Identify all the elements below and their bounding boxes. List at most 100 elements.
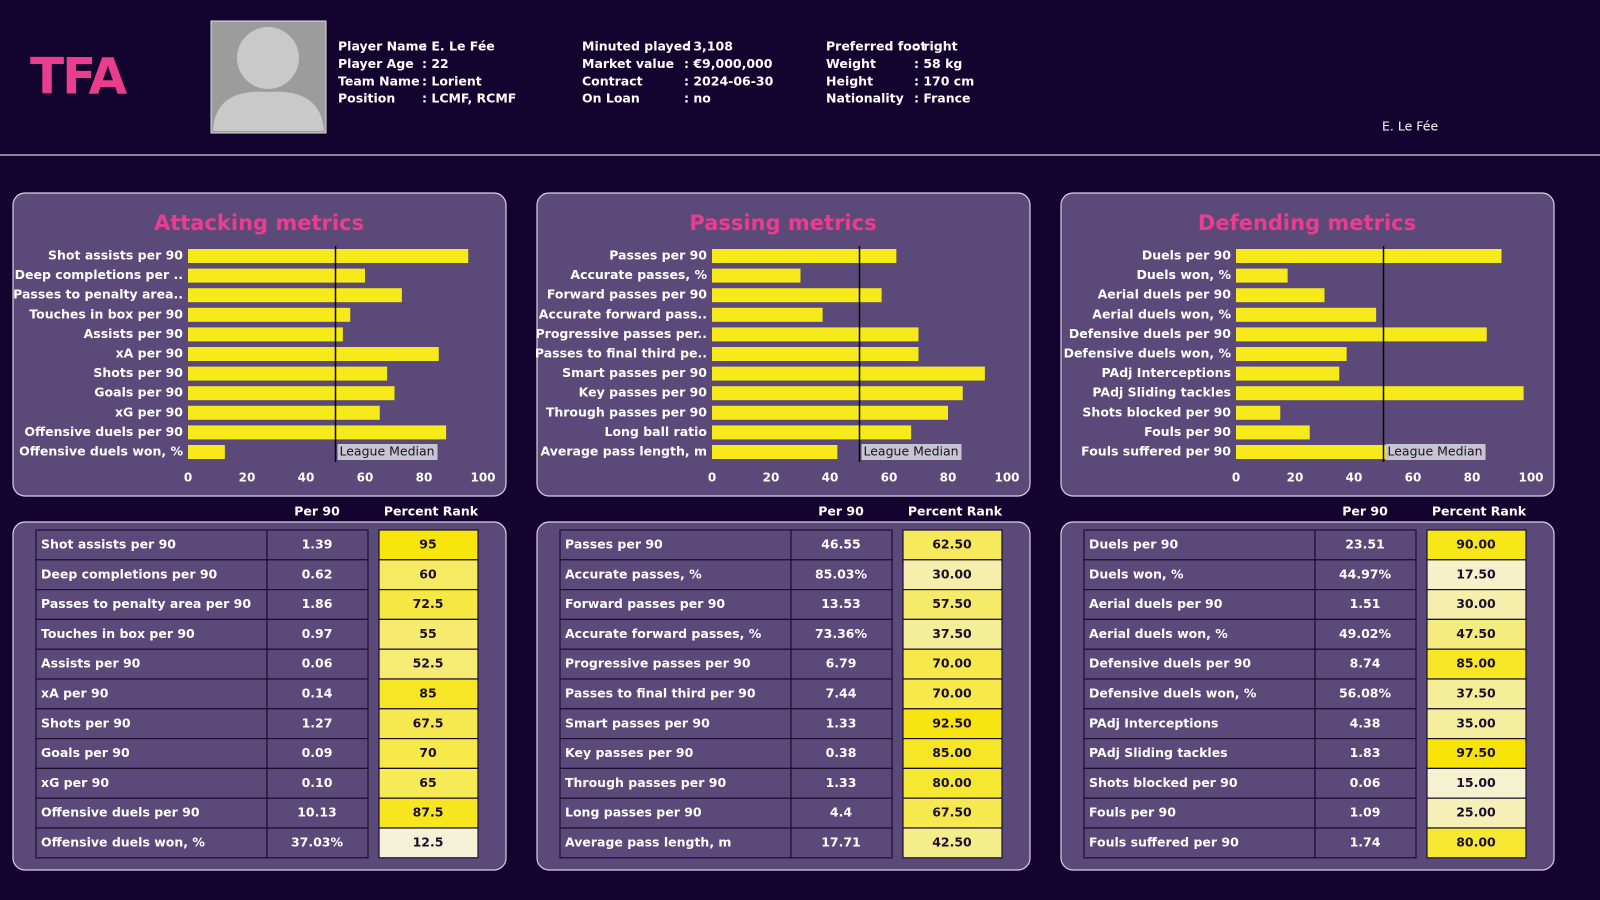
info-value: : LCMF, RCMF xyxy=(422,91,516,106)
category-label: Shots per 90 xyxy=(93,365,183,380)
rank-cell xyxy=(378,827,479,859)
x-tick-label: 80 xyxy=(1464,471,1481,485)
metric-name: Passes per 90 xyxy=(565,537,663,552)
category-label: Goals per 90 xyxy=(94,385,183,400)
bar xyxy=(712,405,948,420)
rank-value: 85.00 xyxy=(932,745,972,760)
per90-value: 23.51 xyxy=(1345,537,1385,552)
info-label: Height xyxy=(826,73,873,88)
category-label: Accurate forward pass.. xyxy=(539,306,707,321)
rank-value: 97.50 xyxy=(1456,745,1496,760)
rank-cell xyxy=(902,708,1003,740)
bar xyxy=(1236,249,1502,263)
info-value: : Lorient xyxy=(422,73,482,88)
bar xyxy=(188,386,395,401)
x-tick-label: 40 xyxy=(822,471,839,485)
rank-value: 57.50 xyxy=(932,596,972,611)
per90-value: 0.09 xyxy=(302,745,333,760)
metric-name: Shots per 90 xyxy=(41,715,131,730)
bar xyxy=(1236,327,1487,342)
info-value: : 58 kg xyxy=(914,56,962,71)
rank-cell xyxy=(1426,827,1527,859)
metric-name: Aerial duels per 90 xyxy=(1089,596,1223,611)
per90-value: 0.06 xyxy=(302,656,333,671)
median-label-bg xyxy=(1385,444,1486,460)
per90-cell xyxy=(266,588,369,620)
per90-value: 13.53 xyxy=(821,596,861,611)
bar xyxy=(188,307,351,322)
name-cell xyxy=(1083,797,1316,829)
column-header: Percent Rank xyxy=(384,504,479,519)
bar xyxy=(712,425,912,440)
name-cell xyxy=(1083,618,1316,650)
metric-name: Assists per 90 xyxy=(41,656,141,671)
bar xyxy=(712,249,897,263)
chart-title: Attacking metrics xyxy=(154,211,364,235)
x-tick-label: 0 xyxy=(184,471,192,485)
per90-value: 49.02% xyxy=(1339,626,1392,641)
rank-value: 62.50 xyxy=(932,537,972,552)
bar xyxy=(712,386,963,401)
per90-cell xyxy=(790,678,893,710)
category-label: PAdj Interceptions xyxy=(1102,365,1231,380)
chart-panel xyxy=(12,192,507,497)
per90-cell xyxy=(790,737,893,769)
info-label: Weight xyxy=(826,56,876,71)
name-cell xyxy=(35,678,268,710)
category-label: Fouls per 90 xyxy=(1144,424,1231,439)
info-label: Contract xyxy=(582,73,643,88)
category-label: Shots blocked per 90 xyxy=(1082,404,1231,419)
per90-cell xyxy=(266,648,369,680)
metric-name: Aerial duels won, % xyxy=(1089,626,1228,641)
category-label: Touches in box per 90 xyxy=(29,306,183,321)
info-value: : €9,000,000 xyxy=(684,56,773,71)
info-value: : E. Le Fée xyxy=(422,39,495,54)
per90-cell xyxy=(1314,797,1417,829)
per90-value: 44.97% xyxy=(1339,566,1392,581)
category-label: Duels won, % xyxy=(1137,267,1232,282)
x-tick-label: 60 xyxy=(881,471,898,485)
x-tick-label: 60 xyxy=(357,471,374,485)
name-cell xyxy=(35,797,268,829)
per90-cell xyxy=(790,797,893,829)
chart-title: Defending metrics xyxy=(1198,211,1416,235)
rank-cell xyxy=(1426,708,1527,740)
name-cell xyxy=(559,618,792,650)
chart-panel xyxy=(536,192,1031,497)
per90-value: 1.33 xyxy=(826,775,857,790)
rank-cell xyxy=(902,618,1003,650)
metric-name: Offensive duels per 90 xyxy=(41,805,200,820)
per90-cell xyxy=(266,797,369,829)
x-tick-label: 40 xyxy=(1346,471,1363,485)
info-label: Nationality xyxy=(826,91,904,106)
rank-value: 55 xyxy=(419,626,436,641)
category-label: Defensive duels per 90 xyxy=(1069,326,1231,341)
metric-name: Smart passes per 90 xyxy=(565,715,710,730)
bar xyxy=(188,249,469,263)
metric-name: xG per 90 xyxy=(41,775,109,790)
per90-value: 0.38 xyxy=(826,745,857,760)
bar xyxy=(712,327,919,342)
rank-cell xyxy=(902,737,1003,769)
per90-value: 1.39 xyxy=(302,537,333,552)
name-cell xyxy=(559,648,792,680)
info-label: On Loan xyxy=(582,91,640,106)
per90-value: 1.86 xyxy=(302,596,333,611)
bar xyxy=(712,347,919,361)
per90-cell xyxy=(1314,827,1417,859)
bar xyxy=(188,347,439,361)
metric-name: Forward passes per 90 xyxy=(565,596,725,611)
category-label: Assists per 90 xyxy=(84,326,184,341)
metric-name: Goals per 90 xyxy=(41,745,130,760)
rank-cell xyxy=(1426,648,1527,680)
category-label: Progressive passes per.. xyxy=(536,326,707,341)
per90-cell xyxy=(1314,648,1417,680)
rank-cell xyxy=(1426,797,1527,829)
per90-value: 0.14 xyxy=(302,686,333,701)
column-header: Per 90 xyxy=(818,504,864,519)
info-value: : 2024-06-30 xyxy=(684,73,774,88)
rank-value: 92.50 xyxy=(932,715,972,730)
per90-cell xyxy=(790,767,893,799)
metric-name: Fouls per 90 xyxy=(1089,805,1176,820)
bar xyxy=(1236,366,1340,381)
